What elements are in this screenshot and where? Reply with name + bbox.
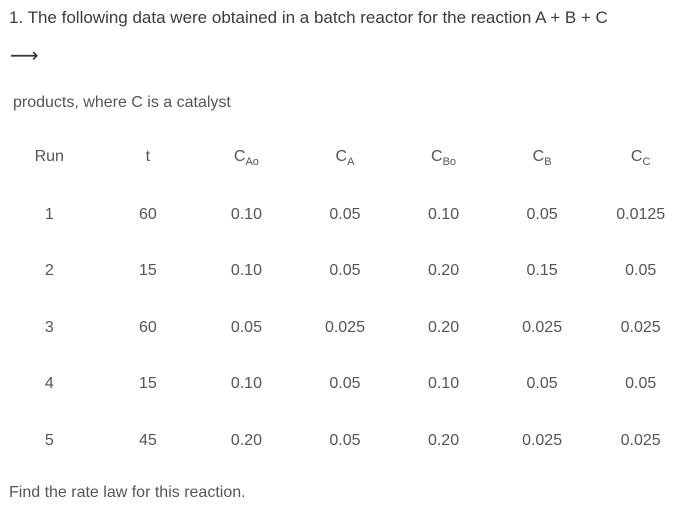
table-cell: 0.10 (427, 205, 460, 223)
question-continuation: products, where C is a catalyst (13, 94, 231, 111)
table-cell: 1 (44, 205, 54, 223)
table-cell: 0.025 (522, 318, 563, 336)
table-row: 1 60 0.10 0.05 0.10 0.05 0.0125 (0, 187, 690, 244)
prompt-text: Find the rate law for this reaction. (9, 484, 246, 501)
table-cell: 0.05 (329, 205, 361, 223)
table-row: 3 60 0.05 0.025 0.20 0.025 0.025 (0, 300, 690, 357)
table-cell: 45 (138, 431, 157, 449)
table-cell: 0.05 (230, 318, 262, 336)
data-table: Run t CAo CA CBo CB CC 1 60 0.10 0.05 0.10 0.… (0, 130, 690, 469)
table-cell: 0.05 (329, 375, 361, 393)
table-cell: 0.20 (427, 431, 460, 449)
question-text: 1. The following data were obtained in a… (9, 8, 608, 27)
reaction-arrow: ⟶ (10, 45, 39, 67)
table-cell: 0.05 (329, 262, 361, 280)
column-header-ca: CA (335, 148, 355, 169)
table-cell: 5 (44, 431, 54, 449)
column-header-cb: CB (532, 148, 552, 169)
table-row: 4 15 0.10 0.05 0.10 0.05 0.05 (0, 356, 690, 413)
column-header-cbo: CBo (431, 148, 457, 169)
table-cell: 3 (44, 318, 54, 336)
table-cell: 0.15 (526, 262, 558, 280)
table-cell: 15 (138, 375, 157, 393)
table-cell: 0.05 (625, 375, 657, 393)
table-cell: 0.0125 (616, 205, 666, 223)
table-cell: 0.025 (620, 431, 661, 449)
table-header-row: Run t CAo CA CBo CB CC (0, 130, 690, 187)
table-cell: 0.05 (625, 262, 657, 280)
table-cell: 2 (44, 262, 54, 280)
table-cell: 0.10 (230, 205, 262, 223)
column-header-cao: CAo (233, 148, 259, 169)
column-header-run: Run (34, 148, 64, 166)
table-cell: 15 (138, 262, 157, 280)
table-cell: 0.10 (427, 375, 460, 393)
table-cell: 0.025 (620, 318, 661, 336)
table-body: 1 60 0.10 0.05 0.10 0.05 0.0125 2 15 0.10 0.05 0.20… (0, 187, 690, 470)
table-cell: 0.20 (427, 318, 460, 336)
table-cell: 0.20 (230, 431, 262, 449)
table-cell: 60 (138, 205, 157, 223)
table-row: 2 15 0.10 0.05 0.20 0.15 0.05 (0, 243, 690, 300)
table-cell: 0.05 (526, 375, 558, 393)
table-row: 5 45 0.20 0.05 0.20 0.025 0.025 (0, 413, 690, 470)
table-cell: 0.025 (522, 431, 563, 449)
table-cell: 0.10 (230, 262, 262, 280)
table-cell: 0.10 (230, 375, 262, 393)
table-cell: 0.20 (427, 262, 460, 280)
table-cell: 4 (44, 375, 54, 393)
table-cell: 0.05 (329, 431, 361, 449)
table-cell: 60 (138, 318, 157, 336)
table-cell: 0.05 (526, 205, 558, 223)
table-cell: 0.025 (324, 318, 365, 336)
column-header-t: t (145, 148, 151, 166)
column-header-cc: CC (630, 148, 651, 169)
